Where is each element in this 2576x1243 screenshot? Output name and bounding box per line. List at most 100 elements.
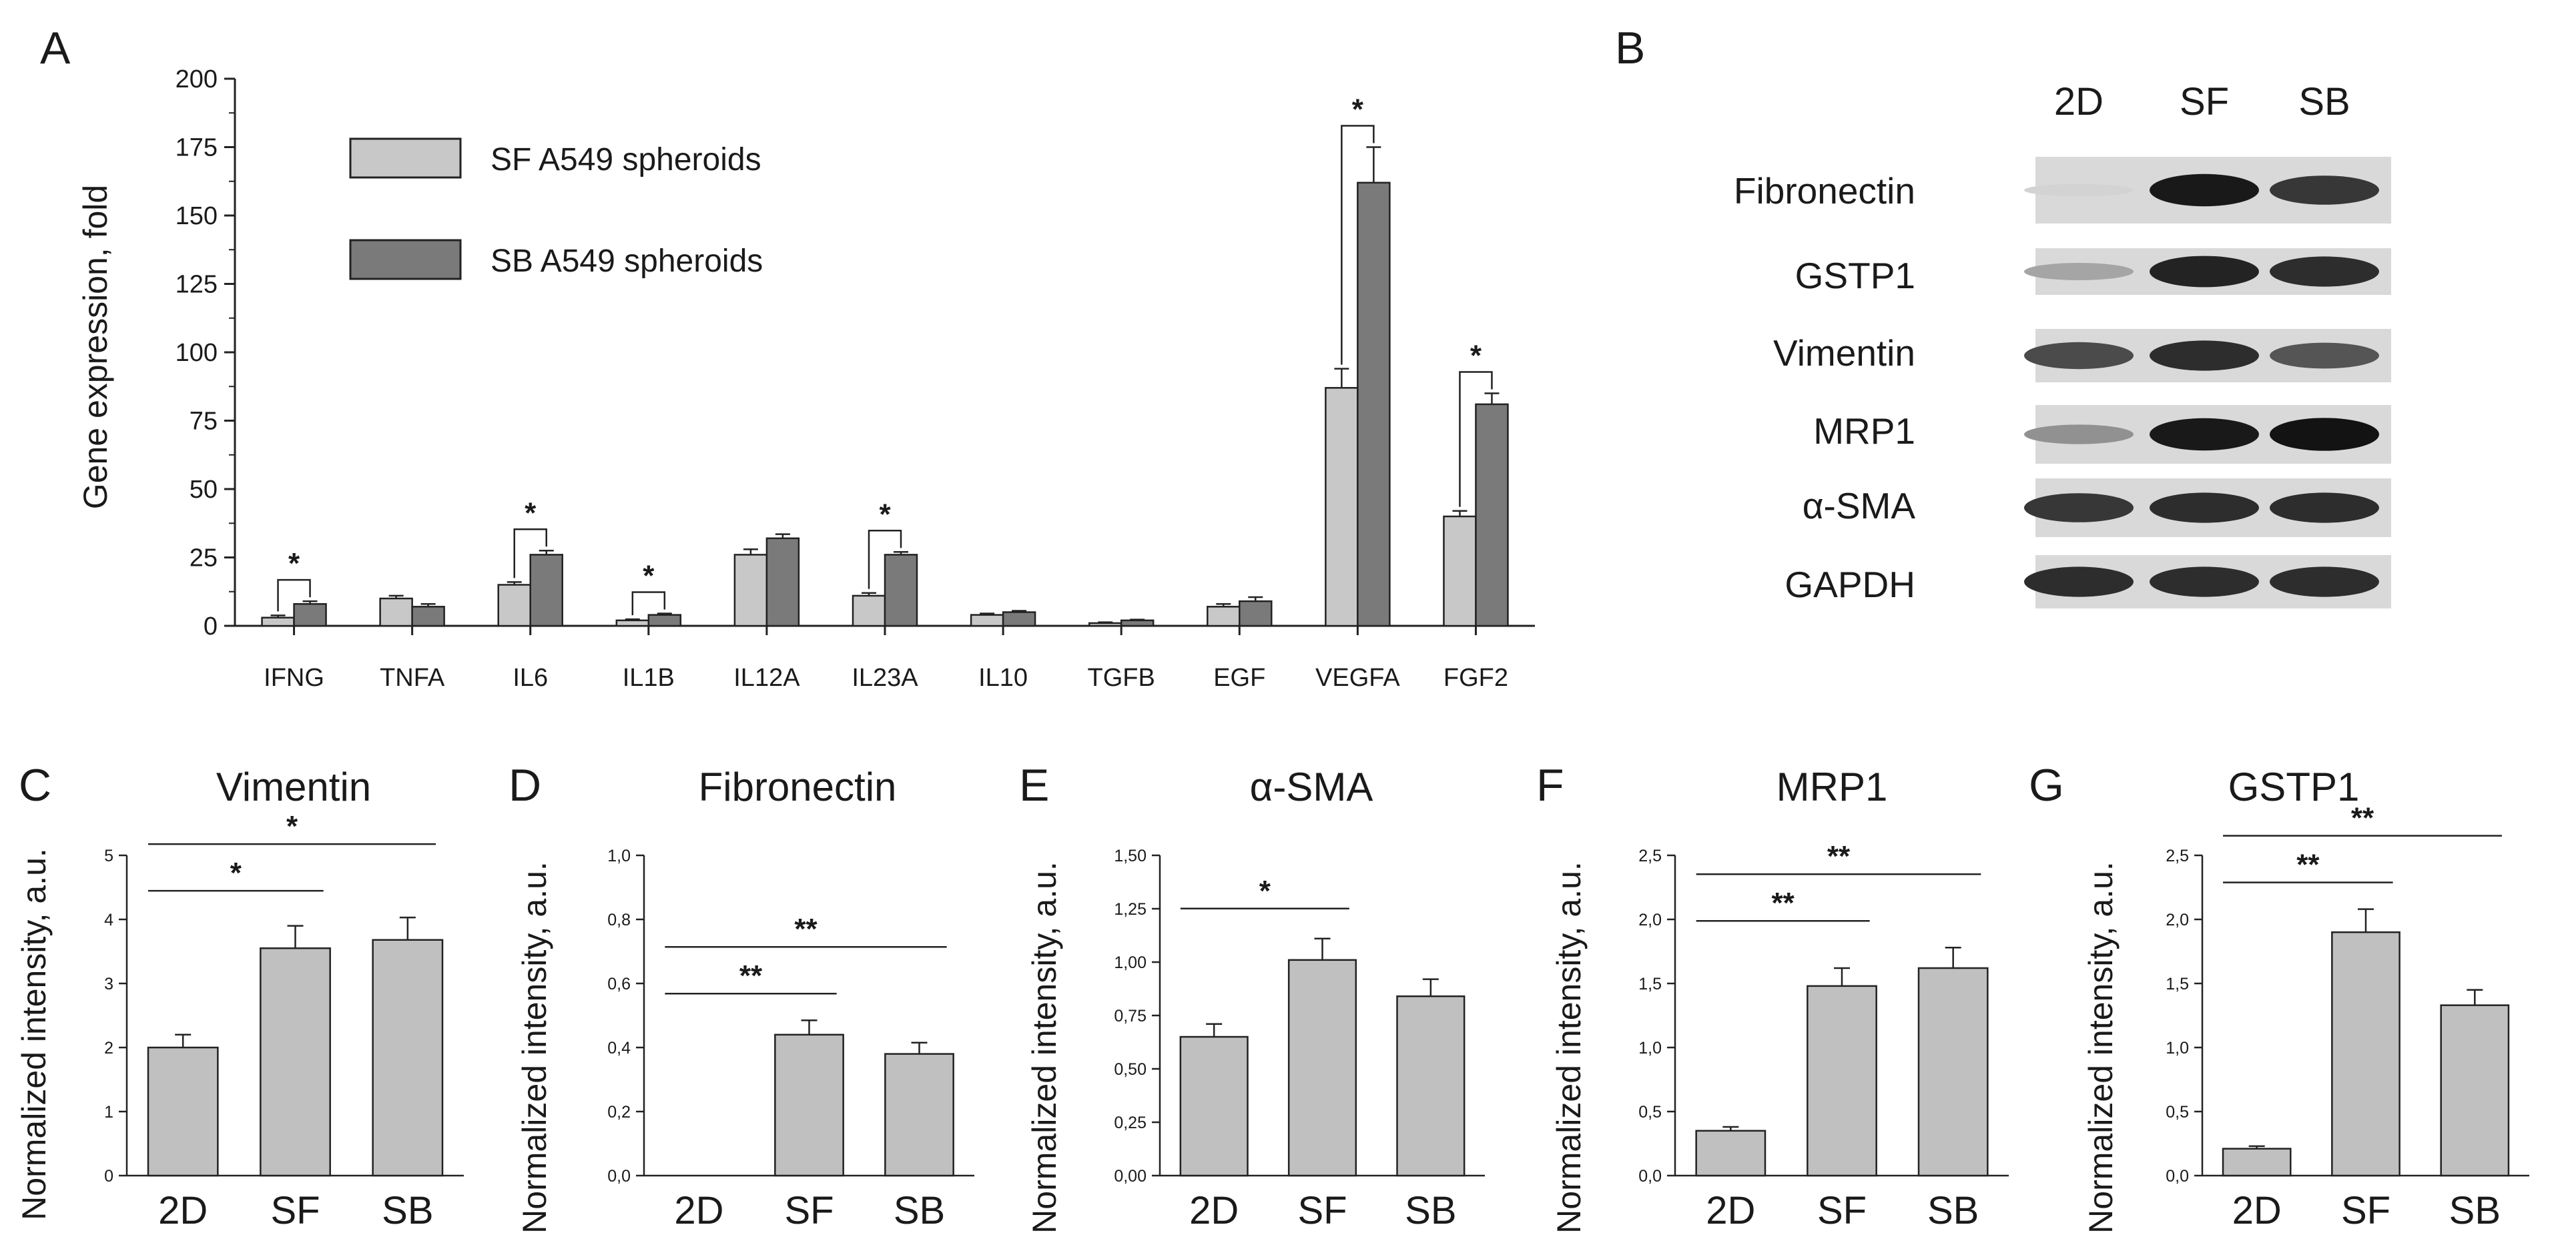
bar-il23a-sf	[852, 594, 886, 627]
significance-star: *	[879, 498, 891, 530]
bar-il1b-sf	[615, 619, 650, 627]
chart-e-xtick-label: SF	[1297, 1189, 1347, 1232]
chart-a-ytick-label: 50	[190, 476, 218, 504]
chart-a-xtick-label: TGFB	[1088, 664, 1155, 692]
chart-d-ytick-label: 0,8	[607, 911, 631, 929]
blot-label-gapdh: GAPDH	[1785, 564, 1915, 605]
bar-fgf2-sb	[1475, 403, 1509, 627]
legend-swatch-sf	[349, 137, 462, 179]
panel-letter-f: F	[1536, 760, 1564, 811]
chart-c-ylabel: Normalized intensity, a.u.	[15, 848, 53, 1220]
chart-g-ytick-label: 1,0	[2166, 1039, 2189, 1058]
significance-bracket	[277, 578, 311, 612]
chart-d-ytick-label: 0,4	[607, 1039, 631, 1058]
chart-d-title: Fibronectin	[699, 765, 897, 809]
bar-vegfa-sf	[1325, 387, 1359, 627]
chart-g-ytick-label: 0,5	[2166, 1103, 2189, 1122]
bar-d-sb	[884, 1053, 954, 1177]
blot-band	[2024, 566, 2134, 597]
chart-d-xtick-label: 2D	[674, 1189, 723, 1232]
significance-star: *	[286, 810, 298, 843]
blot-band	[2150, 418, 2259, 451]
blot-band	[2150, 492, 2259, 523]
bar-il6-sf	[497, 584, 531, 627]
bar-tnfa-sf	[379, 597, 413, 627]
bar-g-sb	[2440, 1004, 2510, 1177]
chart-f-mrp1: MRP1 Normalized intensity, a.u. 0,0 0,5 1,…	[1550, 765, 2009, 1234]
chart-e-ytick-label: 0,50	[1114, 1060, 1147, 1079]
bar-ifng-sb	[293, 602, 327, 627]
significance-star: **	[739, 959, 763, 992]
chart-g-xtick-label: SF	[2341, 1189, 2390, 1232]
chart-e-ylabel: Normalized intensity, a.u.	[1026, 861, 1063, 1234]
significance-star: *	[1470, 340, 1482, 372]
significance-bracket	[868, 530, 902, 589]
bar-tgfb-sf	[1088, 622, 1122, 627]
chart-a-xtick-label: IL23A	[852, 664, 918, 692]
chart-f-xtick-label: SB	[1927, 1189, 1979, 1232]
blot-band	[2150, 340, 2259, 371]
chart-a-xtick-label: VEGFA	[1315, 664, 1400, 692]
chart-e-ytick-label: 0,25	[1114, 1114, 1147, 1132]
chart-a-ytick-label: 75	[190, 408, 218, 436]
chart-c-ytick-label: 4	[104, 911, 113, 929]
bar-il23a-sb	[884, 554, 918, 627]
blot-band	[2024, 342, 2134, 370]
bar-vegfa-sb	[1357, 181, 1391, 627]
blot-band	[2270, 342, 2379, 369]
bar-e-sb	[1396, 995, 1466, 1177]
blot-band	[2270, 566, 2379, 597]
significance-bracket	[631, 591, 666, 616]
bar-ifng-sf	[261, 616, 295, 627]
chart-g-ytick-label: 2,0	[2166, 911, 2189, 929]
bar-c-2d	[147, 1046, 219, 1177]
chart-e-title: α-SMA	[1250, 765, 1373, 809]
chart-g-ytick-label: 2,5	[2166, 847, 2189, 865]
chart-a-xtick-label: IL1B	[623, 664, 675, 692]
blot-label-mrp1: MRP1	[1813, 410, 1915, 452]
chart-a-ytick-label: 175	[176, 134, 218, 162]
significance-star: *	[1352, 93, 1364, 126]
chart-f-ytick-label: 2,5	[1638, 847, 1662, 865]
chart-a-gene-expression: Gene expression, fold SF A549 spheroids …	[77, 65, 1535, 692]
chart-f-ytick-label: 2,0	[1638, 911, 1662, 929]
chart-f-xtick-label: SF	[1817, 1189, 1867, 1232]
chart-a-ytick-label: 125	[176, 271, 218, 299]
bar-g-sf	[2331, 931, 2400, 1177]
bar-tnfa-sb	[411, 606, 445, 627]
significance-star: *	[288, 547, 300, 580]
chart-a-ytick-label: 25	[190, 544, 218, 572]
chart-a-xtick-label: IFNG	[264, 664, 324, 692]
panel-letter-b: B	[1615, 23, 1645, 73]
significance-bracket	[1341, 125, 1375, 365]
bar-tgfb-sb	[1120, 619, 1155, 627]
chart-e-ytick-label: 0,75	[1114, 1007, 1147, 1025]
bar-e-2d	[1179, 1035, 1249, 1177]
significance-star: *	[643, 560, 655, 592]
chart-c-ytick-label: 1	[104, 1103, 113, 1122]
significance-star: **	[794, 913, 818, 945]
chart-a-ylabel: Gene expression, fold	[77, 185, 114, 509]
bar-il1b-sb	[647, 614, 682, 627]
chart-g-ylabel: Normalized intensity, a.u.	[2082, 861, 2120, 1234]
significance-star: *	[1259, 875, 1271, 907]
chart-d-ylabel: Normalized intensity, a.u.	[516, 861, 553, 1234]
significance-star: **	[1772, 887, 1795, 919]
significance-bracket	[513, 528, 547, 578]
chart-a-xtick-label: IL6	[513, 664, 548, 692]
chart-a-ytick-label: 200	[176, 65, 218, 93]
chart-c-ytick-label: 3	[104, 975, 113, 993]
bar-f-sf	[1807, 985, 1877, 1177]
bar-il12a-sf	[733, 554, 768, 627]
blot-band	[2270, 256, 2379, 287]
chart-f-xtick-label: 2D	[1706, 1189, 1755, 1232]
bar-f-sb	[1917, 967, 1989, 1177]
chart-e-ytick-label: 0,00	[1114, 1167, 1147, 1186]
blot-band	[2150, 173, 2259, 207]
chart-e-ytick-label: 1,50	[1114, 847, 1147, 865]
chart-e-ytick-label: 1,00	[1114, 953, 1147, 972]
chart-g-title: GSTP1	[2228, 765, 2360, 809]
panel-letter-c: C	[19, 760, 51, 811]
chart-f-ytick-label: 1,5	[1638, 975, 1662, 993]
